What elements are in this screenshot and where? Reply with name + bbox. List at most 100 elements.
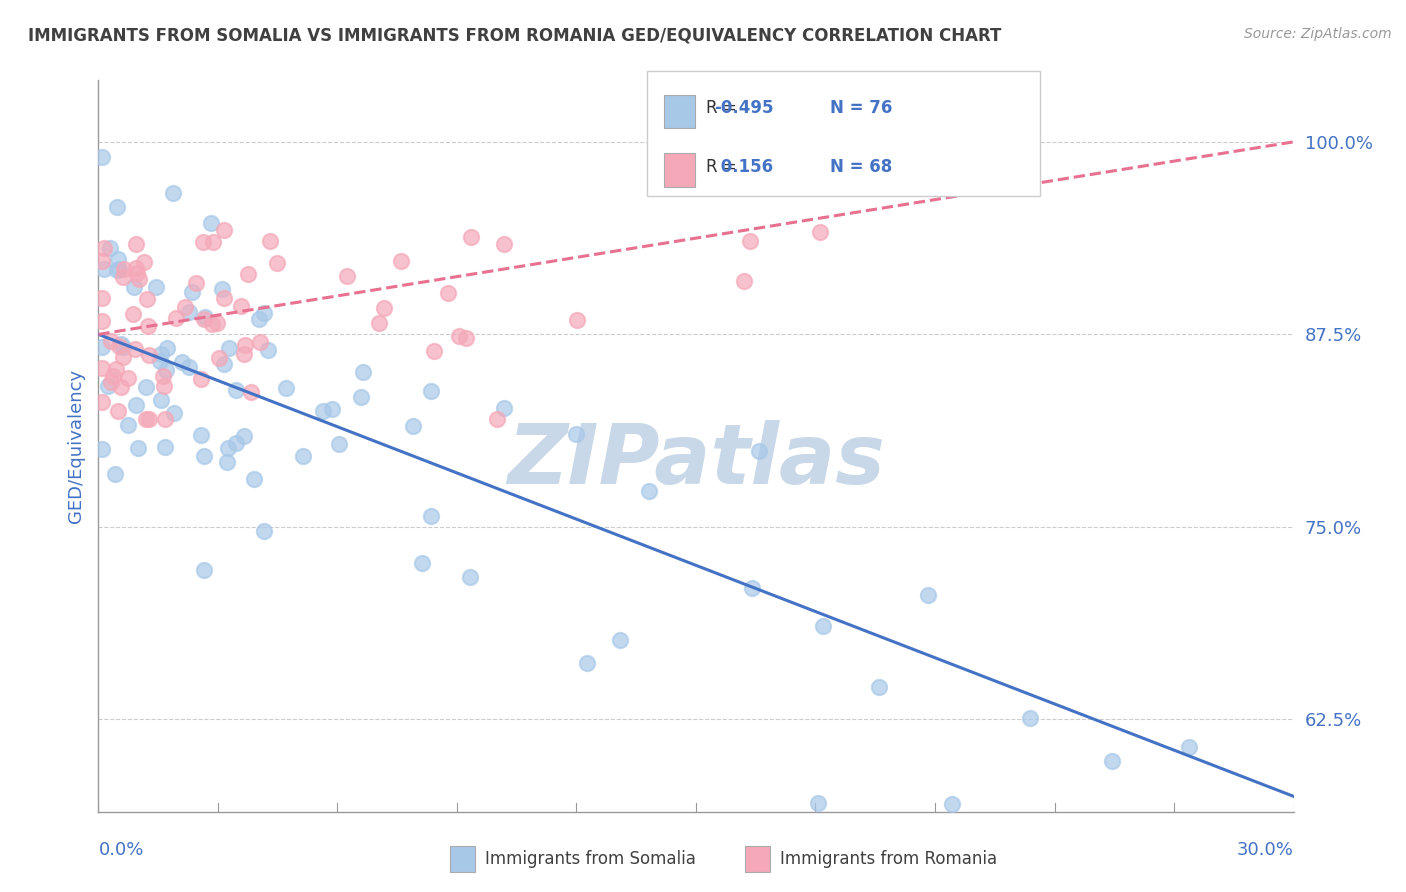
Point [253,524,276,538]
Point [460,230,482,244]
Point [575,656,598,670]
Point [155,363,177,377]
Point [494,401,516,415]
Point [91,254,114,268]
Point [150,392,173,407]
Point [104,362,127,376]
Point [105,201,128,215]
Point [149,354,172,368]
Point [609,632,631,647]
Point [91,150,114,164]
Point [214,292,236,306]
Point [91,340,114,354]
Point [162,186,184,201]
Point [420,508,443,523]
Point [205,316,228,330]
Point [336,269,359,284]
Point [1019,711,1042,725]
Point [266,256,288,270]
Point [125,237,148,252]
Point [217,441,239,455]
Point [190,428,212,442]
Point [122,279,145,293]
Point [215,455,238,469]
Y-axis label: GED/Equivalency: GED/Equivalency [66,369,84,523]
Point [373,301,395,315]
Point [233,428,256,442]
Point [194,310,217,324]
Point [200,216,222,230]
Point [201,317,224,331]
Point [236,267,259,281]
Point [1101,755,1123,769]
Point [93,241,115,255]
Point [808,225,831,239]
Point [91,360,114,375]
Point [173,300,195,314]
Point [136,319,159,334]
Text: 0.0%: 0.0% [98,841,143,859]
Point [122,307,145,321]
Point [328,437,350,451]
Point [100,334,122,349]
Point [458,570,481,584]
Point [107,404,129,418]
Point [110,380,132,394]
Text: 0.156: 0.156 [716,158,773,176]
Point [124,342,146,356]
Point [276,381,298,395]
Point [402,419,425,434]
Point [156,341,179,355]
Point [419,384,441,398]
Point [127,441,149,455]
Point [193,563,215,577]
Point [485,412,508,426]
Point [152,369,174,384]
Point [232,347,254,361]
Point [155,412,177,426]
Point [259,234,281,248]
Point [233,337,256,351]
Point [155,440,177,454]
Point [111,350,134,364]
Point [312,404,335,418]
Point [449,329,471,343]
Point [240,385,263,400]
Point [91,292,114,306]
Point [117,417,139,432]
Point [811,619,834,633]
Point [193,449,215,463]
Point [218,341,240,355]
Point [125,261,148,276]
Text: 30.0%: 30.0% [1237,841,1294,859]
Point [868,681,890,695]
Point [135,380,157,394]
Text: Immigrants from Romania: Immigrants from Romania [780,850,997,868]
Point [494,237,516,252]
Text: N = 76: N = 76 [830,99,891,117]
Point [97,379,120,393]
Point [225,383,247,397]
Point [437,286,460,301]
Point [100,375,122,389]
Point [389,253,412,268]
Point [153,379,176,393]
Point [184,276,207,290]
Text: Source: ZipAtlas.com: Source: ZipAtlas.com [1244,27,1392,41]
Point [211,282,233,296]
Point [128,271,150,285]
Point [321,401,343,416]
Point [741,581,763,595]
Point [567,313,589,327]
Point [737,141,759,155]
Point [917,589,939,603]
Point [638,483,661,498]
Point [229,299,252,313]
Text: IMMIGRANTS FROM SOMALIA VS IMMIGRANTS FROM ROMANIA GED/EQUIVALENCY CORRELATION C: IMMIGRANTS FROM SOMALIA VS IMMIGRANTS FR… [28,27,1001,45]
Point [163,407,186,421]
Point [193,235,215,249]
Point [136,292,159,306]
Point [214,357,236,371]
Text: -0.495: -0.495 [714,99,773,117]
Point [807,797,830,811]
